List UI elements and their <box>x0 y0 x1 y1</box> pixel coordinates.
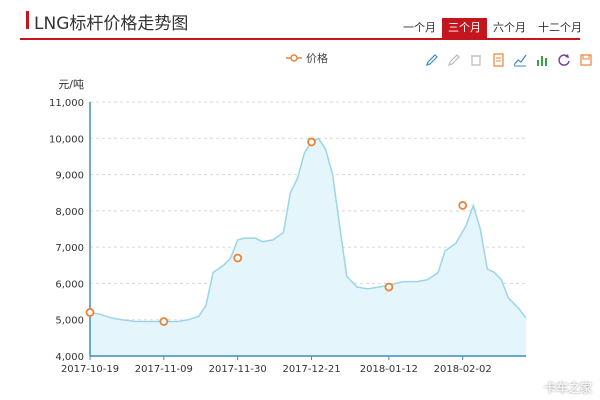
x-tick-label: 2018-01-12 <box>360 364 418 375</box>
y-tick-label: 11,000 <box>49 98 84 109</box>
range-tabs: 一个月 三个月 六个月 十二个月 <box>397 18 588 38</box>
pencil-icon[interactable] <box>424 52 440 68</box>
bar-chart-icon[interactable] <box>534 52 550 68</box>
x-tick-label: 2017-12-21 <box>282 364 340 375</box>
y-tick-label: 9,000 <box>55 171 84 182</box>
watermark: 卡车之家 <box>543 381 592 395</box>
save-icon[interactable] <box>578 52 594 68</box>
eraser-icon[interactable] <box>468 52 484 68</box>
price-markers <box>85 137 468 326</box>
chart-legend[interactable]: 价格 <box>286 50 328 66</box>
x-tick-label: 2017-11-09 <box>135 364 193 375</box>
page-title: LNG标杆价格走势图 <box>34 14 189 34</box>
y-axis-label: 元/吨 <box>58 78 84 91</box>
tab-one-month[interactable]: 一个月 <box>403 21 436 34</box>
data-point <box>85 308 95 317</box>
refresh-icon[interactable] <box>556 52 572 68</box>
legend-label: 价格 <box>306 52 328 65</box>
y-tick-label: 7,000 <box>55 243 84 254</box>
y-tick-label: 5,000 <box>55 316 84 327</box>
tab-six-months[interactable]: 六个月 <box>493 21 526 34</box>
tab-three-months[interactable]: 三个月 <box>442 18 487 38</box>
title-divider <box>20 38 580 40</box>
data-point <box>159 317 169 326</box>
legend-marker-icon <box>286 54 302 62</box>
y-tick-label: 8,000 <box>55 207 84 218</box>
data-point <box>458 201 468 210</box>
chart-toolbar <box>424 52 594 68</box>
price-area <box>90 138 526 356</box>
line-chart-icon[interactable] <box>512 52 528 68</box>
y-tick-label: 10,000 <box>49 134 84 145</box>
pencil-disabled-icon[interactable] <box>446 52 462 68</box>
document-icon[interactable] <box>490 52 506 68</box>
data-point <box>384 282 394 292</box>
x-tick-label: 2017-10-19 <box>61 364 119 375</box>
tick-labels: 4,000 5,000 6,000 7,000 8,000 9,000 10,000 11,0… <box>49 78 492 375</box>
y-tick-label: 4,000 <box>55 352 84 363</box>
y-tick-label: 6,000 <box>55 279 84 290</box>
data-point <box>307 137 316 147</box>
title-bar: LNG标杆价格走势图 一个月 三个月 六个月 十二个月 <box>0 0 600 40</box>
tab-twelve-months[interactable]: 十二个月 <box>538 21 582 34</box>
x-tick-label: 2017-11-30 <box>209 364 267 375</box>
title-accent-bar <box>26 11 29 29</box>
x-tick-label: 2018-02-02 <box>434 364 492 375</box>
data-point <box>233 253 243 263</box>
